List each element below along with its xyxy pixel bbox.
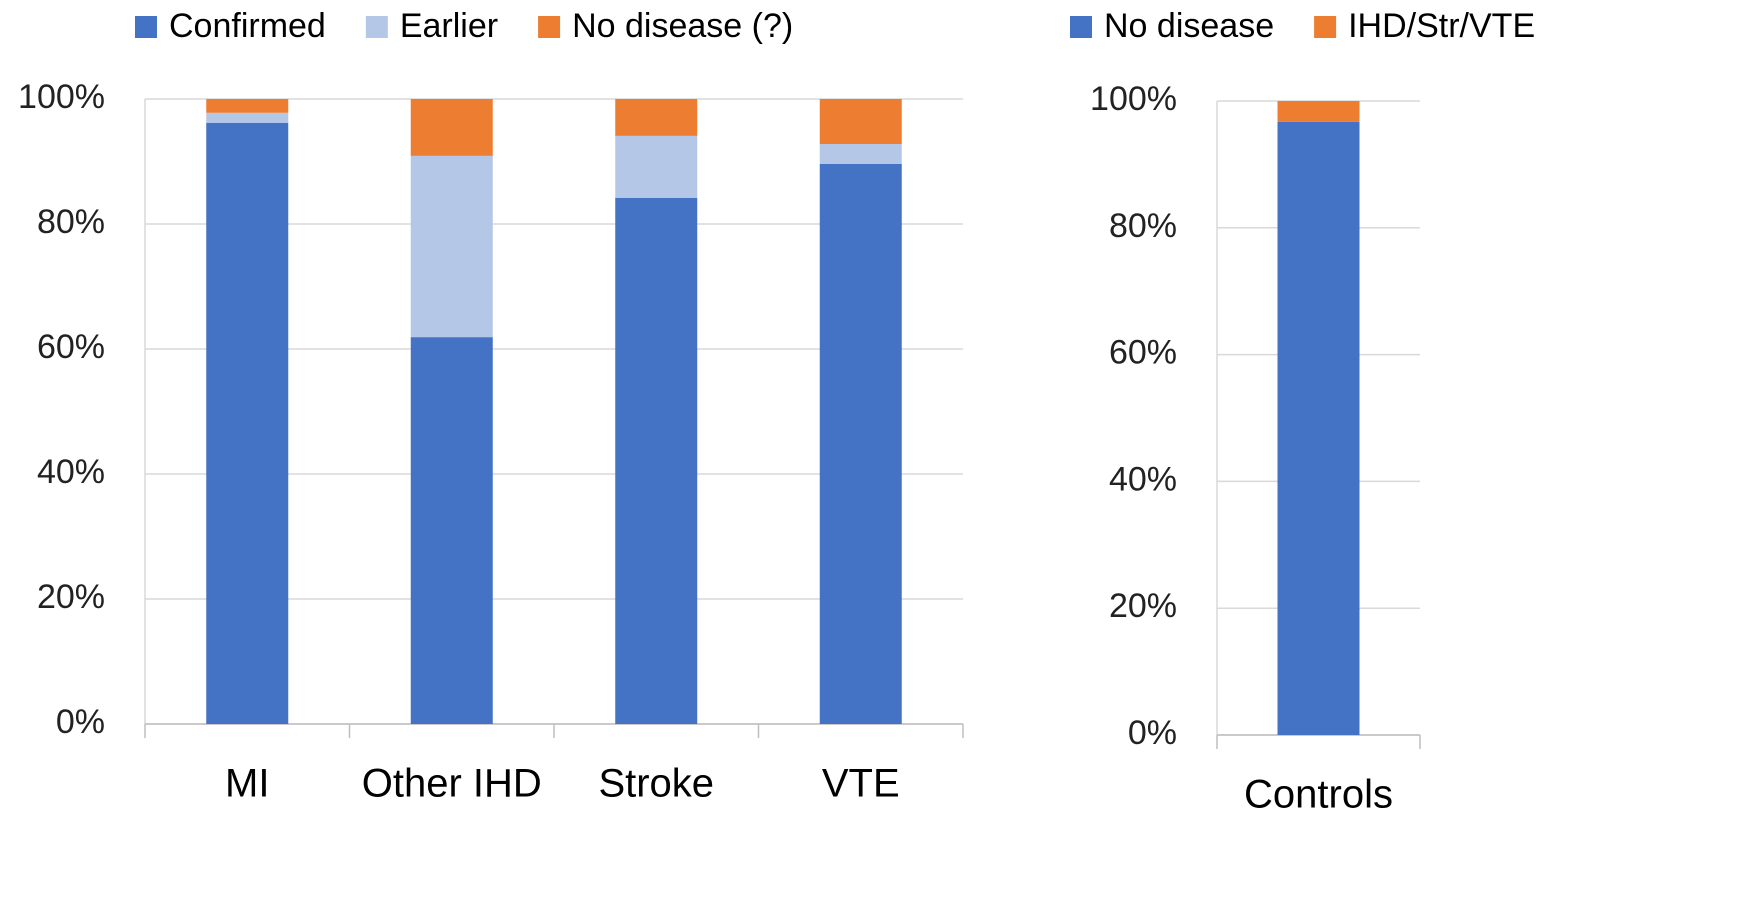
x-tick-label: MI (225, 762, 269, 806)
bar-segment (206, 99, 289, 113)
y-tick-label: 40% (1109, 460, 1177, 498)
bar-segment (206, 112, 289, 123)
legend-label: No disease (1104, 7, 1274, 45)
legend-label: Earlier (400, 7, 498, 45)
legend-swatch (538, 16, 561, 38)
x-tick-label: Other IHD (362, 762, 542, 806)
y-tick-label: 0% (1128, 714, 1177, 752)
y-tick-label: 20% (37, 578, 105, 616)
bar-segment (410, 337, 493, 724)
bar-segment (410, 99, 493, 156)
legend-swatch (135, 16, 157, 38)
y-tick-label: 80% (37, 203, 105, 241)
bar-segment (615, 197, 698, 724)
legend-swatch (1314, 16, 1337, 38)
y-tick-label: 80% (1109, 207, 1177, 245)
legend-label: No disease (?) (572, 7, 793, 45)
y-tick-label: 20% (1109, 587, 1177, 625)
y-tick-label: 60% (1109, 334, 1177, 372)
bar-segment (1277, 101, 1360, 122)
y-tick-label: 100% (1090, 80, 1177, 118)
legend-swatch (1070, 16, 1092, 38)
y-tick-label: 0% (56, 703, 105, 741)
legend-label: Confirmed (169, 7, 326, 45)
bar-segment (819, 99, 902, 144)
bar-segment (1277, 121, 1360, 735)
y-tick-label: 40% (37, 453, 105, 491)
x-tick-label: Stroke (598, 762, 714, 806)
legend-label: IHD/Str/VTE (1348, 7, 1535, 45)
y-tick-label: 60% (37, 328, 105, 366)
bar-segment (819, 144, 902, 164)
bar-segment (410, 155, 493, 338)
x-tick-label: Controls (1244, 773, 1393, 817)
bar-segment (819, 164, 902, 724)
y-tick-label: 100% (18, 78, 105, 116)
bar-segment (206, 122, 289, 724)
legend-swatch (365, 16, 388, 38)
bar-segment (615, 99, 698, 136)
x-tick-label: VTE (822, 762, 900, 806)
bar-segment (615, 135, 698, 198)
